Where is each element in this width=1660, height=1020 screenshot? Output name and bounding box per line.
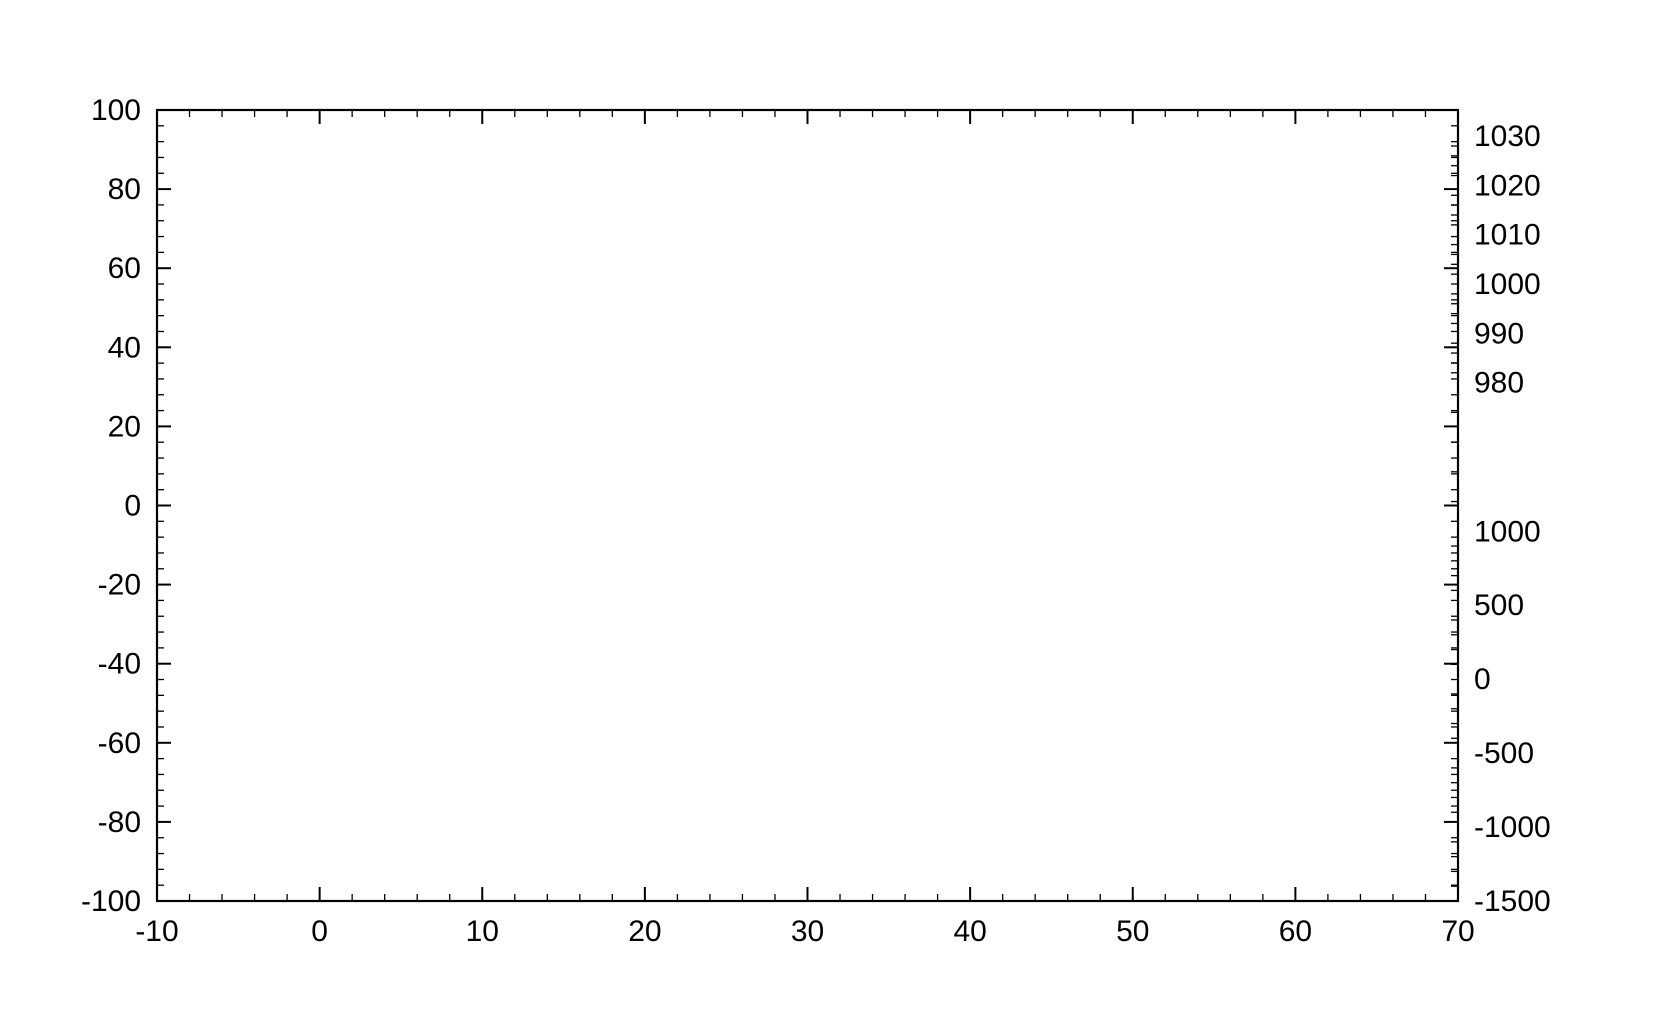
svg-text:60: 60 bbox=[108, 252, 141, 285]
svg-text:-500: -500 bbox=[1474, 737, 1534, 770]
svg-text:50: 50 bbox=[1116, 915, 1149, 948]
svg-text:40: 40 bbox=[953, 915, 986, 948]
svg-text:-60: -60 bbox=[98, 727, 141, 760]
svg-text:80: 80 bbox=[108, 173, 141, 206]
svg-text:70: 70 bbox=[1441, 915, 1474, 948]
svg-text:-80: -80 bbox=[98, 806, 141, 839]
svg-text:1020: 1020 bbox=[1474, 169, 1541, 202]
svg-text:-40: -40 bbox=[98, 648, 141, 681]
svg-text:-1500: -1500 bbox=[1474, 885, 1551, 918]
svg-text:1000: 1000 bbox=[1474, 268, 1541, 301]
svg-text:0: 0 bbox=[1474, 663, 1491, 696]
svg-text:0: 0 bbox=[311, 915, 328, 948]
svg-text:0: 0 bbox=[124, 490, 141, 523]
svg-text:-20: -20 bbox=[98, 569, 141, 602]
svg-text:990: 990 bbox=[1474, 317, 1524, 350]
svg-text:30: 30 bbox=[791, 915, 824, 948]
svg-text:-10: -10 bbox=[135, 915, 178, 948]
svg-text:980: 980 bbox=[1474, 367, 1524, 400]
svg-text:500: 500 bbox=[1474, 589, 1524, 622]
svg-text:10: 10 bbox=[466, 915, 499, 948]
svg-text:40: 40 bbox=[108, 331, 141, 364]
svg-text:60: 60 bbox=[1279, 915, 1312, 948]
svg-text:-100: -100 bbox=[81, 885, 141, 918]
svg-text:20: 20 bbox=[108, 410, 141, 443]
svg-text:1030: 1030 bbox=[1474, 120, 1541, 153]
svg-text:1000: 1000 bbox=[1474, 515, 1541, 548]
svg-text:-1000: -1000 bbox=[1474, 811, 1551, 844]
svg-text:1010: 1010 bbox=[1474, 219, 1541, 252]
svg-text:20: 20 bbox=[628, 915, 661, 948]
svg-text:100: 100 bbox=[91, 94, 141, 127]
